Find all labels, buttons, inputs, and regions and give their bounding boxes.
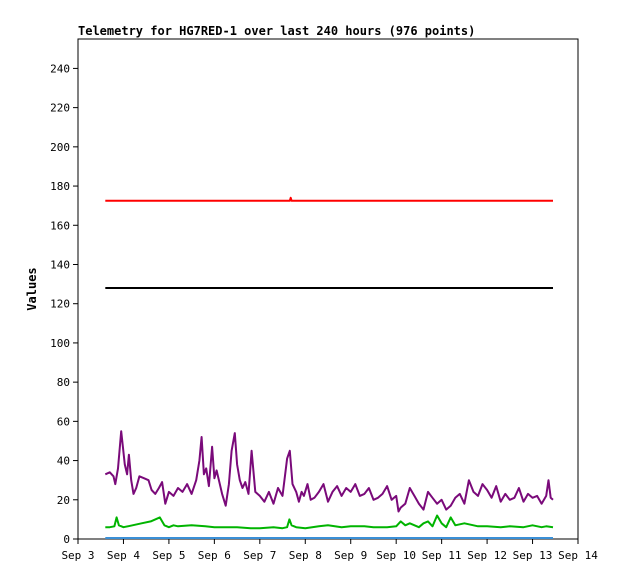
x-tick-label: Sep 5 [152,549,185,562]
y-tick-label: 200 [50,141,70,154]
series-line-4 [105,514,554,530]
x-tick-label: Sep 12 [467,549,507,562]
x-tick-label: Sep 8 [289,549,322,562]
y-tick-label: 180 [50,180,70,193]
x-tick-label: Sep 10 [376,549,416,562]
x-axis: Sep 3 Sep 4 Sep 5 Sep 6 Sep 7 Sep 8 Sep 9 Sep 1… [61,539,598,562]
chart-title: Telemetry for HG7RED-1 over last 240 hou… [78,24,475,38]
x-tick-label: Sep 4 [107,549,140,562]
series-line-3 [104,430,554,513]
y-tick-label: 160 [50,219,70,232]
x-tick-label: Sep 11 [422,549,462,562]
x-tick-label: Sep 9 [334,549,367,562]
y-axis-label: Values [25,267,39,310]
series-line-1 [105,196,553,202]
x-tick-label: Sep 14 [558,549,598,562]
y-tick-label: 80 [57,376,70,389]
x-tick-label: Sep 3 [61,549,94,562]
x-tick-label: Sep 13 [513,549,553,562]
y-tick-label: 60 [57,415,70,428]
y-tick-label: 40 [57,455,70,468]
series-group [104,196,554,539]
y-tick-label: 120 [50,298,70,311]
y-tick-label: 240 [50,62,70,75]
y-tick-label: 20 [57,494,70,507]
x-tick-label: Sep 7 [243,549,276,562]
y-axis: 0 20 40 60 80 100 120 140 160 180 200 220 240 [50,62,78,546]
y-tick-label: 0 [63,533,70,546]
x-tick-label: Sep 6 [198,549,231,562]
y-tick-label: 100 [50,337,70,350]
y-tick-label: 220 [50,102,70,115]
y-tick-label: 140 [50,258,70,271]
